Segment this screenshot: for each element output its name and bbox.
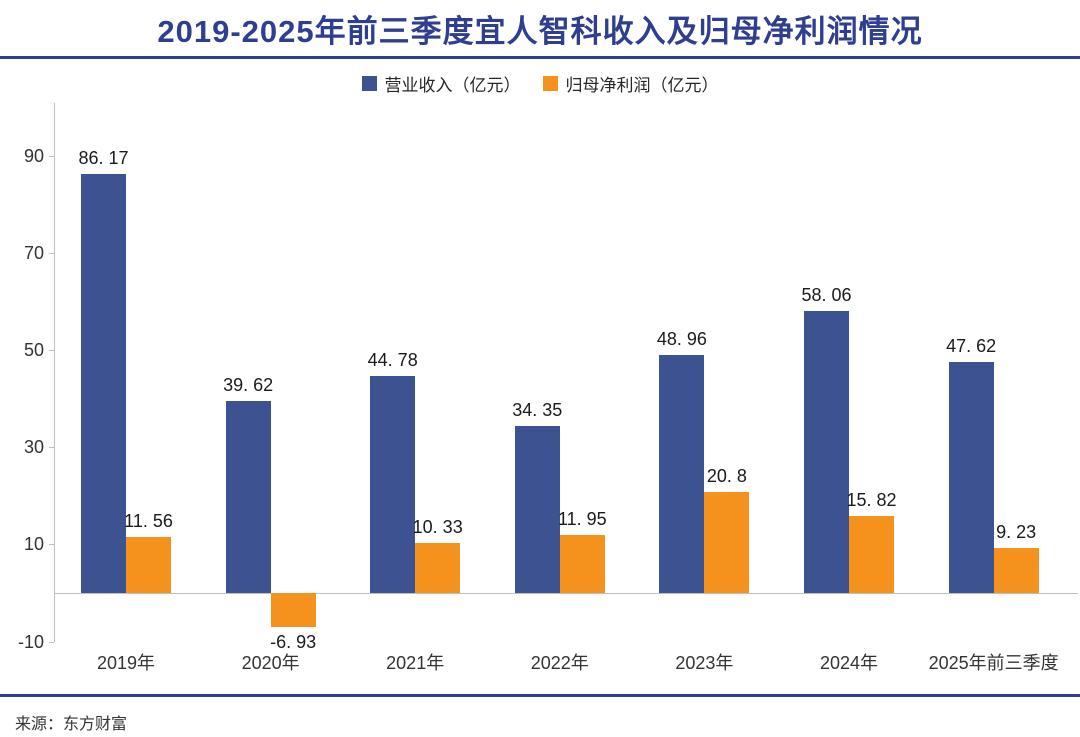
y-axis-tick-label: -10: [17, 631, 44, 652]
revenue-bar: [804, 311, 849, 593]
y-axis-tick-mark: [49, 544, 54, 546]
y-axis-tick-label: 90: [23, 145, 44, 166]
profit-bar: [270, 593, 316, 627]
revenue-legend-label: 营业收入（亿元）: [384, 76, 521, 95]
value-label: 58. 06: [801, 285, 852, 305]
revenue-bar: [370, 375, 416, 593]
y-axis-tick-mark: [49, 447, 54, 449]
value-label: 48. 96: [656, 329, 707, 350]
x-axis-label: 2023年: [675, 653, 734, 673]
value-label: 9. 23: [996, 522, 1037, 543]
x-axis-label: 2019年: [96, 653, 156, 673]
y-axis-tick-label: 50: [23, 340, 44, 361]
revenue-bar: [514, 426, 560, 593]
x-axis-label: 2024年: [819, 653, 879, 673]
value-label: 20. 8: [706, 465, 747, 486]
revenue-legend-swatch-icon: [361, 76, 377, 91]
value-label: 34. 35: [512, 400, 563, 421]
revenue-bar: [81, 174, 126, 593]
y-axis-tick-mark: [49, 155, 54, 157]
revenue-bar: [225, 400, 271, 593]
value-label: -6. 93: [270, 631, 317, 652]
profit-legend-label: 归母净利润（亿元）: [565, 76, 719, 95]
value-label: 47. 62: [946, 335, 997, 356]
x-axis-label: 2020年: [241, 653, 300, 673]
legend-item-revenue: 营业收入（亿元）: [361, 71, 521, 96]
profit-bar: [849, 516, 894, 593]
value-label: 39. 62: [223, 374, 274, 395]
profit-bar: [126, 536, 171, 593]
profit-bar: [704, 491, 750, 593]
value-label: 11. 56: [124, 510, 173, 531]
y-axis-tick-mark: [49, 253, 54, 254]
x-axis-label: 2021年: [386, 653, 445, 673]
title-divider: [0, 56, 1080, 59]
profit-bar: [415, 542, 461, 593]
value-label: 11. 95: [557, 508, 607, 529]
source-label: 来源：东方财富: [15, 716, 128, 733]
legend-item-profit: 归母净利润（亿元）: [542, 71, 719, 96]
x-axis-label: 2025年前三季度: [928, 653, 1059, 673]
value-label: 15. 82: [846, 490, 897, 511]
y-axis-line: [54, 103, 55, 642]
page-title: 2019-2025年前三季度宜人智科收入及归母净利润情况: [157, 14, 923, 49]
revenue-bar: [948, 361, 994, 593]
y-axis-tick-label: 30: [23, 437, 44, 458]
profit-legend-swatch-icon: [542, 76, 558, 91]
x-axis-baseline: [54, 593, 1078, 594]
profit-bar: [993, 548, 1039, 593]
value-label: 44. 78: [367, 349, 418, 370]
bottom-divider: [0, 694, 1080, 697]
profit-bar: [559, 534, 605, 593]
value-label: 10. 33: [412, 516, 463, 537]
value-label: 86. 17: [78, 148, 129, 169]
legend: 营业收入（亿元） 归母净利润（亿元）: [0, 71, 1080, 96]
y-axis-tick-label: 70: [23, 243, 44, 263]
y-axis-tick-mark: [49, 350, 54, 352]
revenue-bar: [659, 355, 705, 593]
y-axis-tick-mark: [49, 641, 54, 643]
y-axis-tick-label: 10: [23, 534, 44, 555]
x-axis-label: 2022年: [530, 653, 589, 673]
